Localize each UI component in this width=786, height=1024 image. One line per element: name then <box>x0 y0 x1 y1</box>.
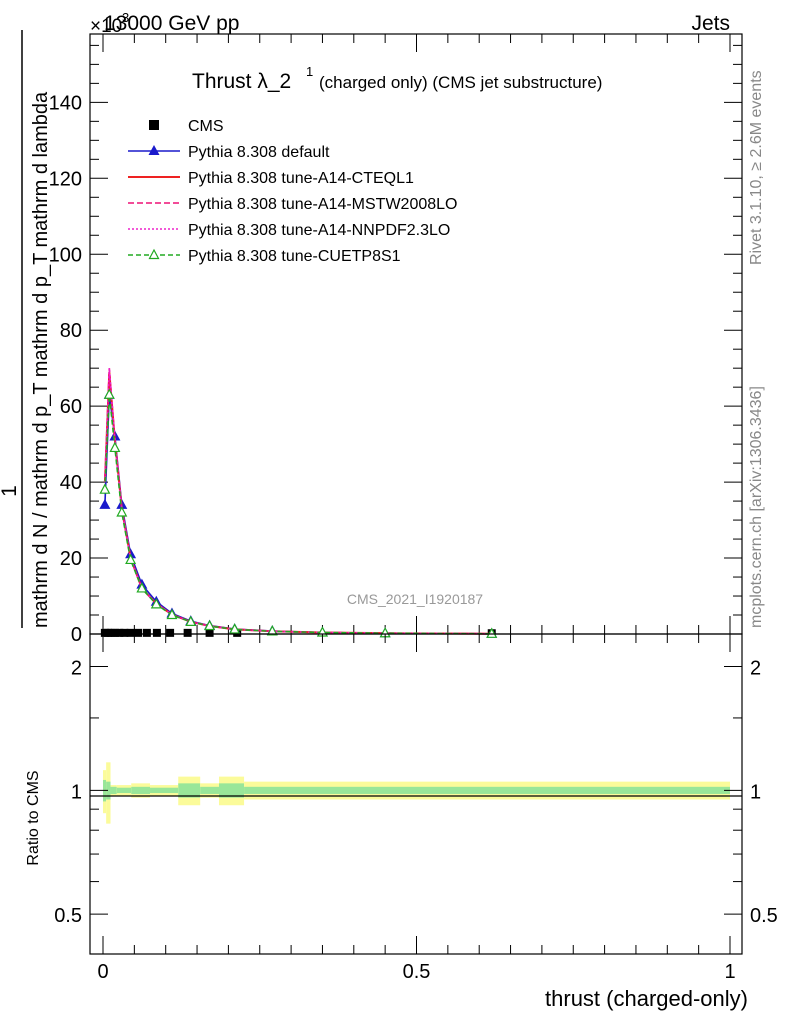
plot-title: Thrust λ_2 1 (charged only) (CMS jet sub… <box>192 64 602 93</box>
rivet-label: Rivet 3.1.10, ≥ 2.6M events <box>748 70 765 265</box>
ratio-band-stat <box>200 786 219 794</box>
y-tick-label: 140 <box>49 92 82 114</box>
energy-label: 13000 GeV pp <box>104 12 239 35</box>
x-tick-label: 0 <box>97 961 108 983</box>
data-point <box>152 628 161 637</box>
data-point <box>205 628 214 637</box>
title-main: Thrust λ_2 <box>192 70 291 93</box>
mcplots-label: mcplots.cern.ch [arXiv:1306.3436] <box>748 386 765 628</box>
main-plot-panel: 0 20 40 60 80 100 120 140 CMS_2021_I1920187 Thr… <box>49 33 743 646</box>
y-tick-label: 20 <box>60 548 82 570</box>
legend-marker <box>148 248 160 260</box>
data-point <box>166 608 178 620</box>
data-point <box>125 553 137 565</box>
ratio-band-stat <box>218 783 245 798</box>
y-tick-label: 80 <box>60 320 82 342</box>
data-point <box>204 619 216 631</box>
legend-item: CMS <box>149 118 224 135</box>
ratio-y-tick-label-right: 2 <box>750 658 761 680</box>
ratio-y-tick-label: 2 <box>71 658 82 680</box>
main-axis-ticks: 0 20 40 60 80 100 120 140 <box>49 34 742 646</box>
xlabel: thrust (charged-only) <box>545 986 748 1011</box>
legend-marker <box>148 145 160 155</box>
data-point <box>103 388 115 399</box>
legend-item: Pythia 8.308 tune-A14-MSTW2008LO <box>128 196 457 213</box>
legend-label: Pythia 8.308 tune-A14-MSTW2008LO <box>188 196 457 213</box>
ratio-ylabel: Ratio to CMS <box>25 770 42 865</box>
data-point <box>486 627 498 638</box>
legend-label: CMS <box>188 118 224 135</box>
data-point <box>185 615 197 626</box>
data-point <box>136 582 148 593</box>
ratio-plot-panel: 0.5 0.5 1 1 2 2 0 0.5 1 <box>54 633 778 983</box>
legend-item: Pythia 8.308 tune-CUETP8S1 <box>128 248 401 265</box>
data-point <box>134 628 143 637</box>
legend-swatch <box>149 120 159 130</box>
data-point <box>99 498 111 509</box>
data-point <box>229 623 241 634</box>
x-tick-label: 1 <box>724 961 735 983</box>
ratio-y-tick-label-right: 0.5 <box>750 905 778 927</box>
y-tick-label: 0 <box>71 624 82 646</box>
data-point <box>266 625 278 636</box>
watermark: CMS_2021_I1920187 <box>347 591 483 607</box>
legend-label: Pythia 8.308 tune-A14-NNPDF2.3LO <box>188 222 450 239</box>
title-suffix: (charged only) (CMS jet substructure) <box>319 73 602 92</box>
data-point <box>166 628 175 637</box>
ratio-band-stat <box>244 786 730 794</box>
ratio-y-tick-label: 1 <box>71 781 82 803</box>
series-layer <box>99 368 498 638</box>
data-point <box>150 598 162 609</box>
ratio-y-tick-label-right: 1 <box>750 781 761 803</box>
data-point <box>126 628 135 637</box>
ratio-axis-ticks: 0.5 0.5 1 1 2 2 0 0.5 1 <box>54 634 778 983</box>
legend: CMS Pythia 8.308 default Pythia 8.308 tune… <box>128 118 457 265</box>
y-tick-label: 60 <box>60 396 82 418</box>
ratio-band-stat <box>150 787 179 794</box>
y-tick-label: 40 <box>60 472 82 494</box>
ratio-band-stat <box>131 786 151 794</box>
y-tick-label: 120 <box>49 168 82 190</box>
multiplier-label: ×10 <box>90 16 122 37</box>
ratio-bands <box>103 762 730 824</box>
title-superscript: 1 <box>306 64 313 79</box>
legend-label: Pythia 8.308 tune-A14-CTEQL1 <box>188 170 414 187</box>
data-point <box>120 628 129 637</box>
x-tick-label: 0.5 <box>403 961 431 983</box>
process-label: Jets <box>691 12 730 35</box>
data-point <box>110 628 119 637</box>
data-point <box>99 483 111 494</box>
ylabel-numerator: 1 <box>0 485 21 497</box>
ratio-band-stat <box>106 781 111 800</box>
data-point <box>115 628 124 637</box>
data-point <box>183 628 192 637</box>
ratio-y-tick-label: 0.5 <box>54 905 82 927</box>
ratio-band-stat <box>178 783 201 798</box>
ratio-band-stat <box>110 786 117 794</box>
ratio-band-stat <box>116 787 132 794</box>
y-tick-label: 100 <box>49 244 82 266</box>
ylabel-denominator: mathrm d N / mathrm d p_T mathrm d p_T m… <box>30 91 52 628</box>
legend-label: Pythia 8.308 tune-CUETP8S1 <box>188 248 401 265</box>
legend-item: Pythia 8.308 default <box>128 144 330 161</box>
legend-item: Pythia 8.308 tune-A14-CTEQL1 <box>128 170 414 187</box>
data-point <box>142 628 151 637</box>
data-point <box>116 506 128 517</box>
legend-item: Pythia 8.308 tune-A14-NNPDF2.3LO <box>128 222 450 239</box>
legend-label: Pythia 8.308 default <box>188 144 330 161</box>
multiplier-exponent: 3 <box>122 10 129 25</box>
data-point <box>109 441 121 453</box>
